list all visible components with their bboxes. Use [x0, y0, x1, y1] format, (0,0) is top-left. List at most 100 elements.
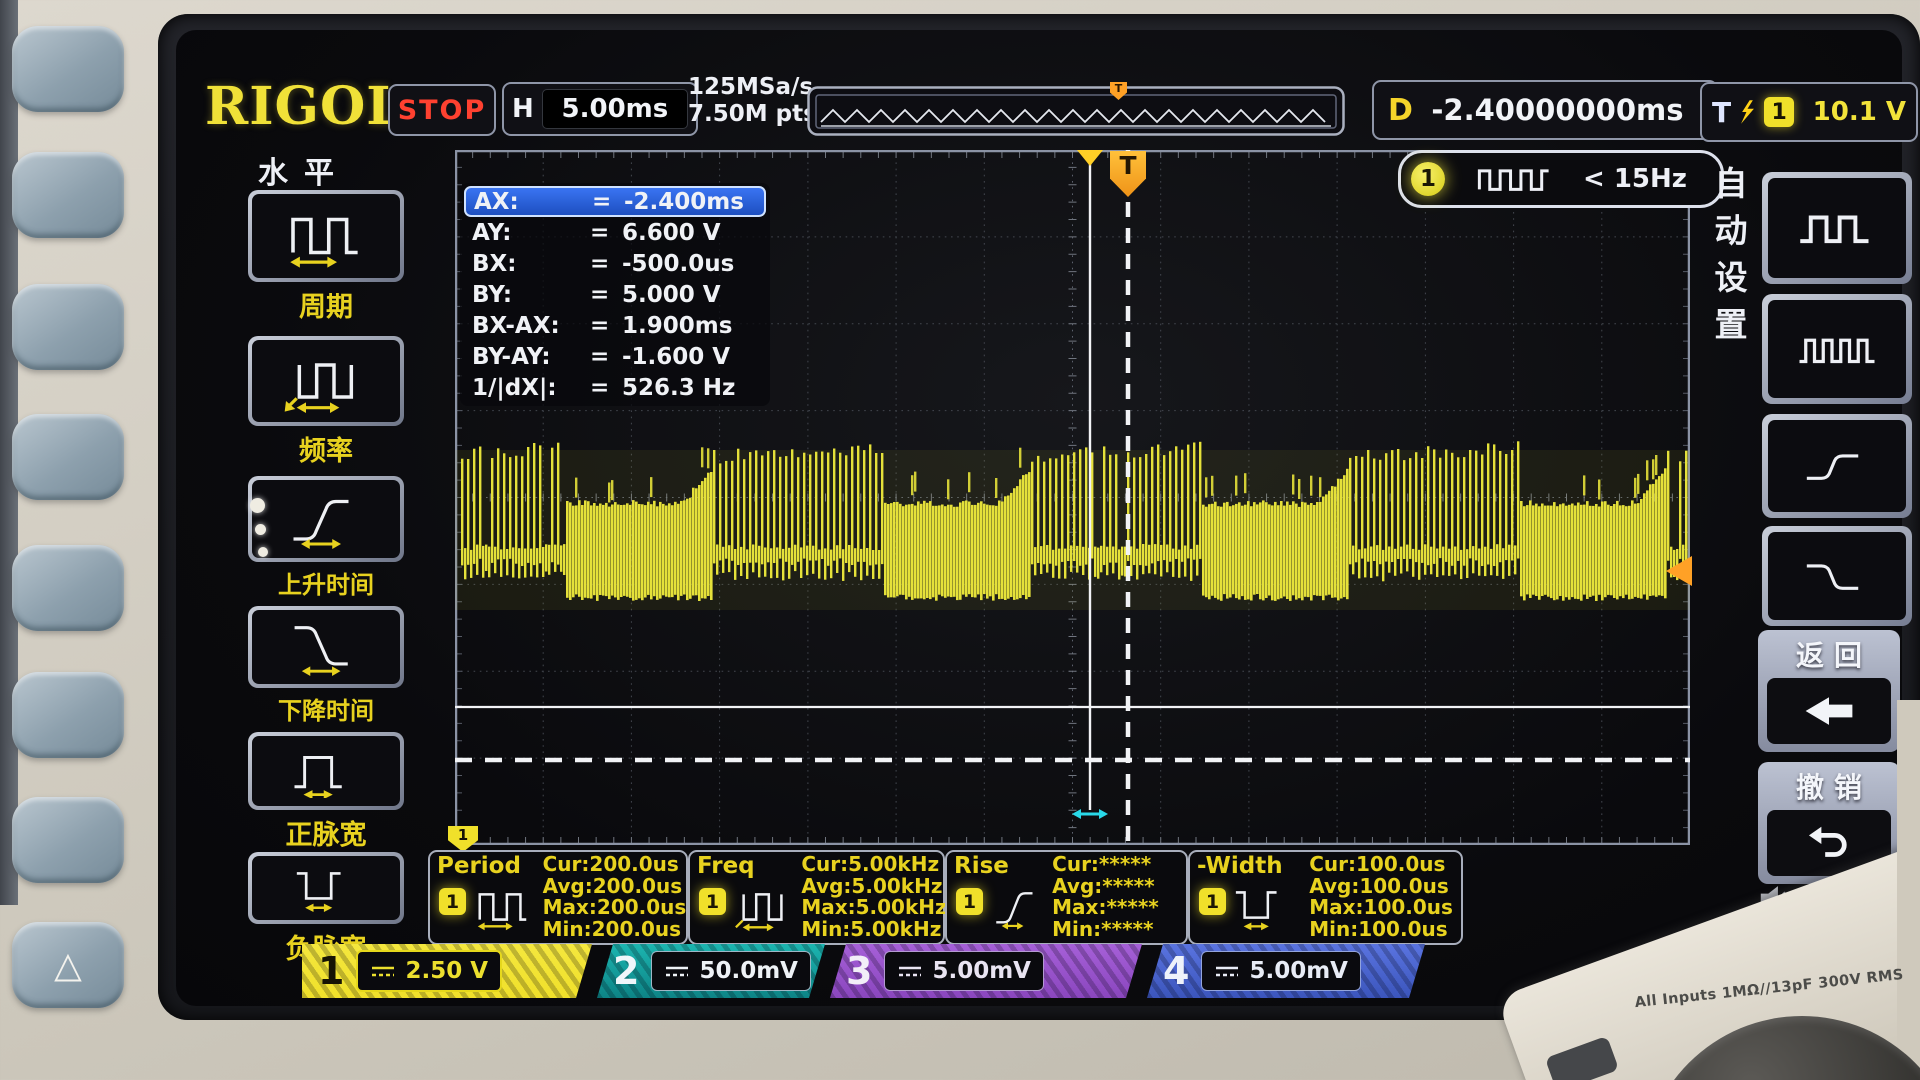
- cursor-row-bx: BX: = -500.0us: [472, 250, 735, 277]
- timebase-value: 5.00ms: [541, 89, 688, 129]
- right-menu-title: 自动设置: [1709, 166, 1748, 354]
- softkey-rising-edge[interactable]: [1762, 414, 1912, 518]
- measurement-panel-period[interactable]: Period 1 Cur:200.0us Avg:200.0us Max:200.…: [428, 850, 688, 945]
- trigger-level-value: 10.1 V: [1812, 97, 1906, 127]
- rise-time-icon: [293, 499, 349, 549]
- front-panel-key[interactable]: [12, 545, 124, 631]
- delay-badge[interactable]: D -2.40000000ms: [1372, 80, 1718, 140]
- front-panel-key[interactable]: [12, 797, 124, 883]
- softkey-square-wave-2[interactable]: [1762, 172, 1912, 284]
- trigger-source-badge: 1: [1764, 97, 1795, 127]
- period-icon: [290, 217, 358, 268]
- dc-coupling-icon: [897, 964, 923, 979]
- graticule: [455, 150, 1690, 845]
- measurement-panel-neg-width[interactable]: -Width 1 Cur:100.0us Avg:100.0us Max:100.…: [1188, 850, 1463, 945]
- softkey-falling-edge[interactable]: [1762, 526, 1912, 626]
- run-state-badge: STOP: [388, 84, 496, 136]
- waveform-position-bar[interactable]: [807, 86, 1345, 136]
- channel-3-scale: 5.00mV: [884, 951, 1044, 991]
- trigger-label: T: [1712, 95, 1732, 129]
- back-label: 返回: [1795, 639, 1872, 672]
- timebase-label: H: [512, 94, 534, 124]
- frequency-icon: [284, 363, 354, 413]
- frequency-icon: [735, 893, 783, 932]
- falling-edge-icon: [1806, 564, 1859, 590]
- channel-1-tab[interactable]: 1 2.50 V: [302, 944, 592, 998]
- cursor-lines: [455, 150, 1690, 845]
- channel-2-scale: 50.0mV: [651, 951, 811, 991]
- cursor-row-byay: BY-AY: = -1.600 V: [472, 343, 731, 370]
- run-state-text: STOP: [397, 94, 487, 126]
- menu-item-negative-width[interactable]: 负脉宽: [246, 852, 406, 966]
- channel-bar: 1 2.50 V 2 50.0mV 3 5.00mV: [302, 944, 1425, 998]
- channel-2-tab[interactable]: 2 50.0mV: [597, 944, 825, 998]
- channel-4-scale: 5.00mV: [1201, 951, 1361, 991]
- menu-item-positive-width[interactable]: 正脉宽: [246, 732, 406, 852]
- negative-width-icon: [1235, 891, 1277, 931]
- rigol-logo: RIGOL: [205, 76, 404, 137]
- case-left-edge: [0, 0, 18, 905]
- trigger-position-mini-marker[interactable]: T: [1110, 82, 1127, 100]
- menu-item-fall-time[interactable]: 下降时间: [246, 606, 406, 726]
- timebase-badge[interactable]: H 5.00ms: [502, 82, 698, 136]
- bezel-dot: [258, 547, 268, 557]
- square-wave-4-icon: [1799, 338, 1875, 364]
- menu-item-period[interactable]: 周期: [246, 190, 406, 324]
- memory-depth: 7.50M pts: [688, 101, 817, 127]
- measurement-values: Cur:100.0us Avg:100.0us Max:100.0us Min:10…: [1309, 852, 1453, 941]
- trigger-frequency-badge: 1 < 15Hz: [1398, 150, 1724, 208]
- cursor-row-ax[interactable]: AX: = -2.400ms: [464, 186, 766, 217]
- rising-edge-icon: [1806, 454, 1859, 480]
- front-panel-key[interactable]: [12, 152, 124, 238]
- square-wave-2-icon: [1800, 215, 1869, 244]
- channel1-badge: 1: [439, 888, 466, 915]
- dc-coupling-icon: [1214, 964, 1240, 979]
- cursor-row-bxax: BX-AX: = 1.900ms: [472, 312, 733, 339]
- front-panel-key[interactable]: [12, 672, 124, 758]
- channel1-badge: 1: [1411, 162, 1445, 196]
- front-panel-key-triangle[interactable]: △: [12, 922, 124, 1008]
- measurement-panel-freq[interactable]: Freq 1 Cur:5.00kHz Avg:5.00kHz Max:5.00kH…: [688, 850, 947, 945]
- front-panel-key[interactable]: [12, 26, 124, 112]
- back-section: 返回: [1758, 630, 1900, 752]
- sample-rate: 125MSa/s: [688, 74, 814, 100]
- measurement-values: Cur:200.0us Avg:200.0us Max:200.0us Min:20…: [542, 852, 687, 941]
- cursor-row-by: BY: = 5.000 V: [472, 281, 721, 308]
- channel-4-tab[interactable]: 4 5.00mV: [1147, 944, 1425, 998]
- softkey-square-wave-4[interactable]: [1762, 294, 1912, 404]
- signal-frequency: < 15Hz: [1583, 164, 1687, 194]
- channel-3-tab[interactable]: 3 5.00mV: [830, 944, 1142, 998]
- case-right-edge: [1897, 700, 1920, 1080]
- measurement-values: Cur:5.00kHz Avg:5.00kHz Max:5.00kHz Min:5.…: [801, 852, 947, 941]
- waveform-trace-ch1: [455, 441, 1690, 610]
- negative-width-icon: [296, 872, 341, 912]
- bezel-dot: [250, 498, 265, 513]
- square-wave-icon: [1477, 169, 1549, 191]
- front-panel-key[interactable]: [12, 414, 124, 500]
- delay-label: D: [1388, 92, 1413, 128]
- dc-coupling-icon: [664, 964, 690, 979]
- back-arrow-icon: [1805, 697, 1853, 725]
- menu-item-frequency[interactable]: 频率: [246, 336, 406, 468]
- triangle-glyph: △: [54, 944, 82, 986]
- undo-icon: [1808, 826, 1847, 857]
- front-panel-key[interactable]: [12, 284, 124, 370]
- cursor-row-ay: AY: = 6.600 V: [472, 219, 721, 246]
- cursor-measurement-panel: AX: = -2.400ms AY: = 6.600 V BX: = -500.0us …: [460, 183, 770, 406]
- back-button[interactable]: [1767, 678, 1891, 744]
- positive-width-icon: [294, 756, 342, 798]
- measurement-panel-rise[interactable]: Rise 1 Cur:***** Avg:***** Max:***** Min:*…: [945, 850, 1188, 945]
- left-menu-title: 水平: [258, 156, 350, 191]
- acquisition-info: 125MSa/s 7.50M pts: [688, 74, 817, 128]
- trigger-edge-lightning-icon: [1741, 100, 1755, 124]
- delay-value: -2.40000000ms: [1431, 93, 1684, 127]
- channel-1-scale: 2.50 V: [356, 950, 502, 992]
- channel1-badge: 1: [1199, 888, 1226, 915]
- channel1-badge: 1: [699, 888, 726, 915]
- channel1-badge: 1: [956, 888, 983, 915]
- trigger-status-badge[interactable]: T 1 10.1 V: [1700, 82, 1918, 142]
- menu-item-rise-time[interactable]: 上升时间: [246, 476, 406, 600]
- fall-time-icon: [294, 626, 348, 676]
- bezel-dot: [255, 524, 266, 535]
- dc-coupling-icon: [370, 964, 396, 979]
